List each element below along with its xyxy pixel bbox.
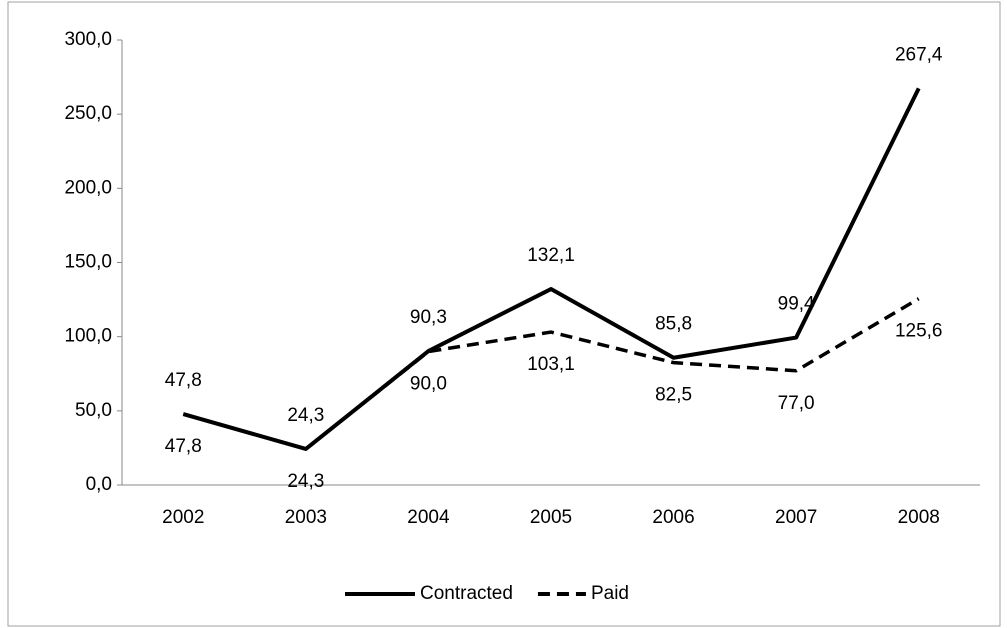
x-tick-label: 2003 [285, 507, 327, 528]
y-tick-label: 100,0 [64, 326, 112, 347]
data-label: 82,5 [655, 385, 692, 406]
data-label: 99,4 [778, 294, 815, 315]
data-label: 85,8 [655, 314, 692, 335]
data-label: 125,6 [895, 321, 943, 342]
data-label: 90,0 [410, 374, 447, 395]
series-line [182, 87, 921, 451]
data-label: 77,0 [778, 393, 815, 414]
data-label: 90,3 [410, 307, 447, 328]
x-tick-label: 2002 [162, 507, 204, 528]
legend-label: Paid [591, 583, 629, 604]
y-tick-label: 250,0 [64, 103, 112, 124]
data-label: 267,4 [895, 44, 943, 65]
data-label: 47,8 [165, 436, 202, 457]
legend-label: Contracted [420, 583, 513, 604]
data-label: 47,8 [165, 370, 202, 391]
y-tick-label: 50,0 [75, 400, 112, 421]
x-tick-label: 2008 [898, 507, 940, 528]
y-tick-label: 300,0 [64, 29, 112, 50]
y-tick-label: 200,0 [64, 177, 112, 198]
x-tick-label: 2005 [530, 507, 572, 528]
chart-border [7, 1, 1001, 627]
data-label: 132,1 [527, 245, 575, 266]
x-tick-label: 2006 [652, 507, 694, 528]
y-tick-label: 150,0 [64, 252, 112, 273]
x-tick-label: 2004 [407, 507, 450, 528]
data-label: 24,3 [287, 405, 324, 426]
data-label: 103,1 [527, 354, 575, 375]
y-tick-label: 0,0 [86, 474, 112, 495]
x-tick-label: 2007 [775, 507, 817, 528]
data-label: 24,3 [287, 471, 324, 492]
series-line [182, 297, 920, 451]
